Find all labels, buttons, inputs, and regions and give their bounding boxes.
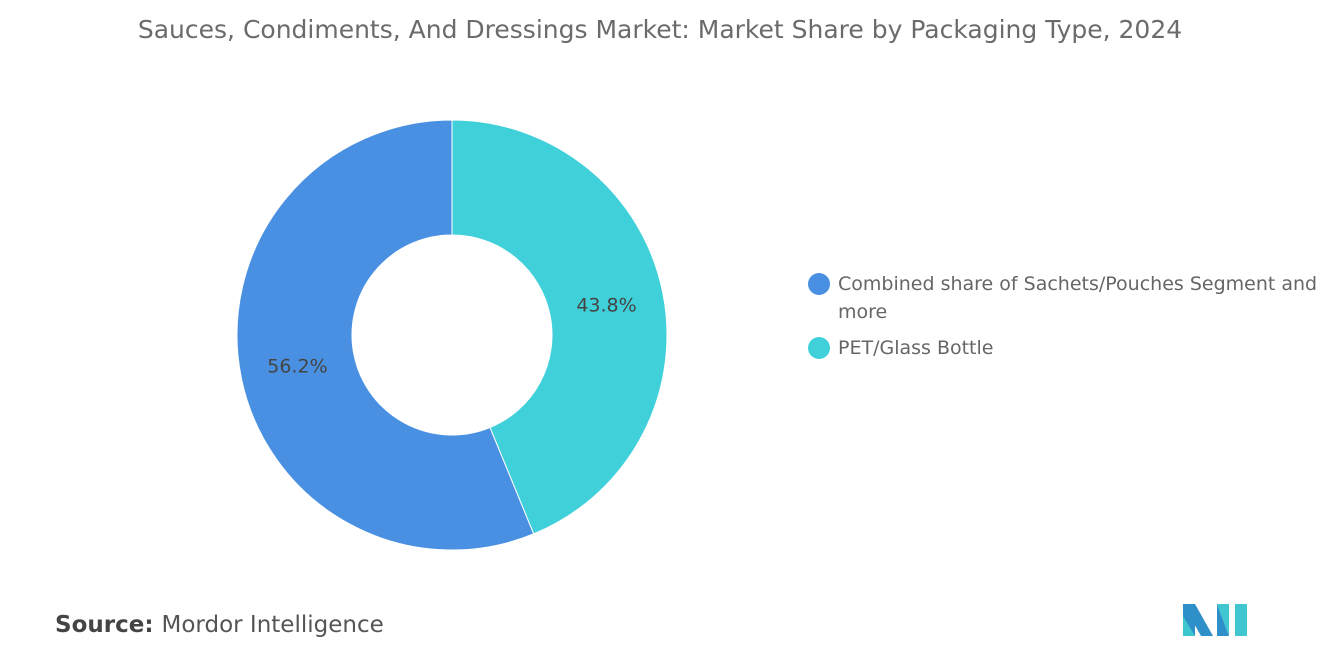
legend-item-sachets[interactable]: Combined share of Sachets/Pouches Segmen… [808,270,1318,326]
mordor-logo [1183,604,1247,636]
source: Source: Mordor Intelligence [55,612,384,638]
source-label: Source: [55,612,154,638]
legend-item-pet-glass[interactable]: PET/Glass Bottle [808,334,1318,362]
data-label-1: 43.8% [576,295,636,317]
source-value: Mordor Intelligence [161,612,384,638]
slice-1[interactable] [451,119,668,535]
legend-label: Combined share of Sachets/Pouches Segmen… [838,273,1318,323]
legend-label: PET/Glass Bottle [838,337,994,359]
legend: Combined share of Sachets/Pouches Segmen… [808,270,1318,370]
legend-swatch [808,273,830,295]
chart-title: Sauces, Condiments, And Dressings Market… [137,15,1183,44]
data-label-0: 56.2% [267,355,327,377]
slice-0[interactable] [236,119,535,551]
legend-swatch [808,337,830,359]
